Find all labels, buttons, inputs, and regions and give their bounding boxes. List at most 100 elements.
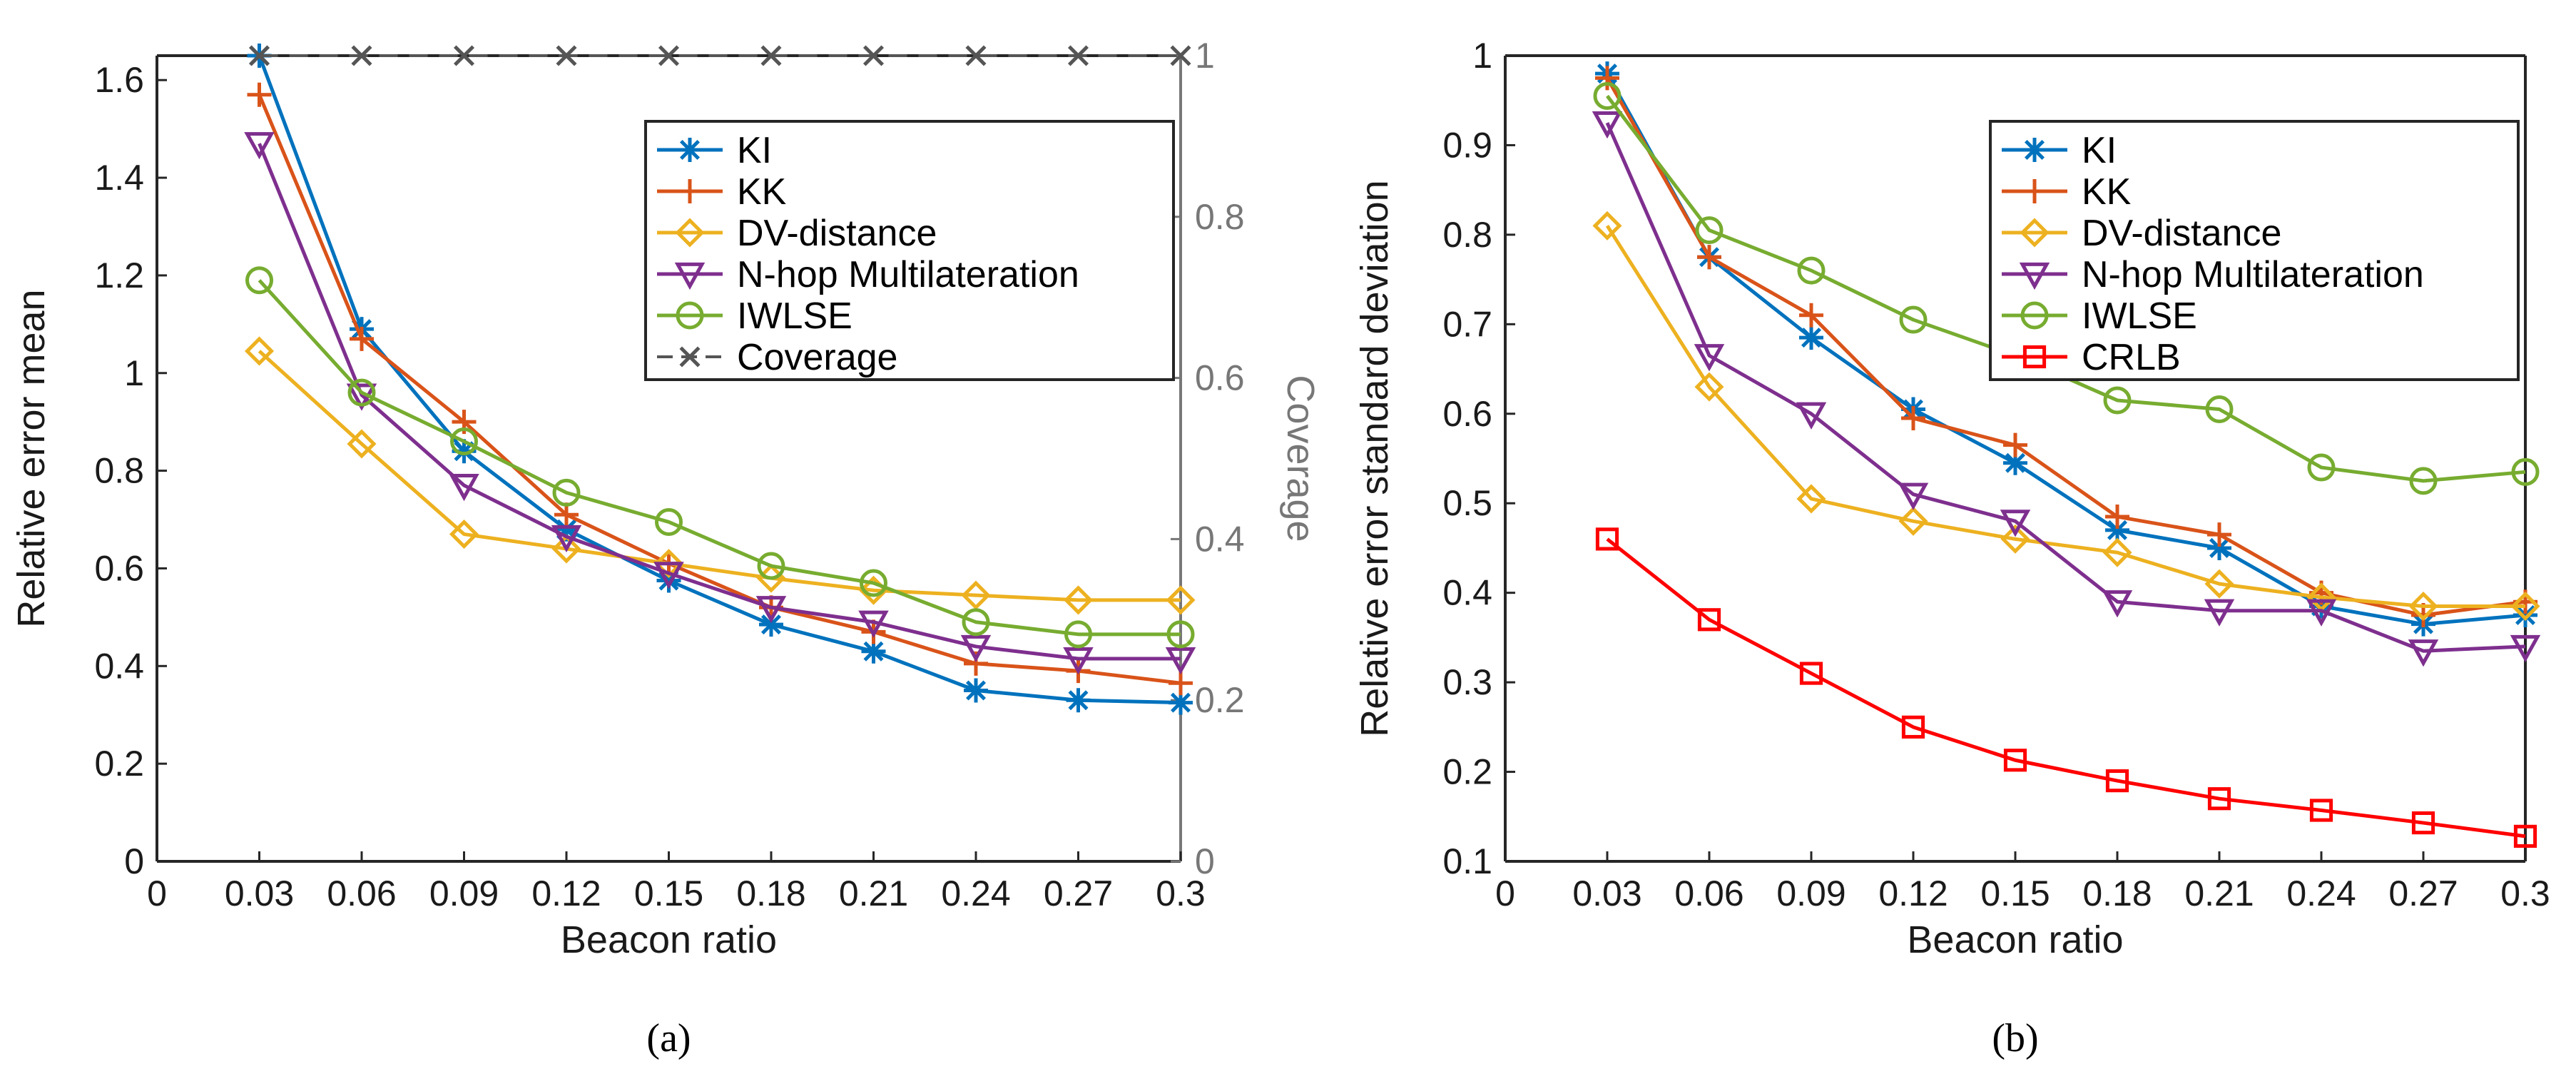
series-line	[1605, 225, 2525, 608]
data-point	[1898, 506, 1928, 536]
data-point	[347, 378, 376, 407]
series-n-hop-multilateration	[1592, 111, 2541, 667]
y-tick-label: 0.5	[1442, 483, 1492, 523]
legend-label: KK	[2082, 171, 2132, 213]
data-point	[965, 45, 987, 66]
legend-marker	[2019, 262, 2050, 290]
data-point	[1169, 690, 1193, 715]
y-tick-label: 0.9	[1442, 125, 1492, 165]
legend-label: Coverage	[737, 337, 897, 378]
data-point	[656, 568, 681, 593]
data-point	[449, 520, 479, 549]
legend-marker	[2022, 138, 2047, 162]
x-tick-label: 0.18	[2082, 873, 2152, 913]
y-tick-label: 0.4	[94, 646, 144, 686]
series-dv-distance	[244, 336, 1196, 615]
x-tick-label: 0	[1495, 873, 1515, 913]
x-axis-title: Beacon ratio	[1907, 918, 2123, 961]
series-crlb	[1595, 527, 2537, 848]
data-point	[2205, 395, 2234, 424]
x-tick-label: 0.03	[225, 873, 294, 913]
x-tick-label: 0.06	[1674, 873, 1743, 913]
data-point	[452, 439, 477, 464]
data-point	[551, 534, 581, 564]
y-tick-label: 1	[1472, 36, 1492, 76]
data-point	[2103, 386, 2132, 415]
data-point	[554, 517, 579, 542]
data-point	[1067, 45, 1089, 66]
series-line	[258, 350, 1181, 602]
data-point	[1063, 647, 1094, 675]
data-point	[347, 429, 377, 459]
data-point	[2207, 522, 2231, 547]
data-point	[449, 474, 479, 502]
y-tick-label: 0.6	[94, 548, 144, 588]
data-point	[1064, 620, 1092, 649]
legend-marker	[674, 262, 706, 290]
data-point	[2510, 591, 2540, 622]
data-point	[861, 639, 886, 664]
data-point	[453, 45, 475, 66]
data-point	[2003, 432, 2027, 457]
data-point	[1899, 305, 1928, 334]
data-point	[2207, 787, 2231, 811]
data-point	[1799, 325, 1823, 350]
data-point	[1169, 671, 1193, 696]
y-tick-label: 0.1	[1442, 841, 1492, 881]
series-line	[1605, 72, 2526, 627]
legend-label: CRLB	[2082, 337, 2181, 378]
y-tick-label: 0.2	[1442, 752, 1492, 792]
legend-marker	[678, 138, 702, 162]
x-tick-label: 0.21	[839, 873, 908, 913]
legend-marker	[676, 301, 704, 330]
data-point	[2513, 824, 2537, 848]
y-tick-label: 0.2	[94, 744, 144, 784]
x-tick-label: 0.21	[2184, 873, 2254, 913]
series-line	[1605, 77, 2526, 617]
x-tick-label: 0.24	[941, 873, 1010, 913]
y2-tick-label: 0.4	[1195, 519, 1245, 559]
series-line	[258, 143, 1181, 661]
x-tick-label: 0	[147, 873, 167, 913]
data-point	[653, 549, 684, 579]
series-coverage	[248, 45, 1191, 66]
data-point	[1901, 715, 1925, 739]
legend-label: DV-distance	[2082, 213, 2281, 254]
data-point	[1165, 647, 1196, 675]
data-point	[1697, 245, 1721, 270]
y-tick-label: 0.8	[1442, 215, 1492, 255]
data-point	[960, 634, 992, 663]
data-point	[961, 580, 991, 610]
data-point	[1166, 585, 1196, 615]
data-point	[2003, 749, 2027, 772]
x-tick-label: 0.15	[1980, 873, 2050, 913]
x-axis-title: Beacon ratio	[561, 918, 777, 961]
data-point	[1595, 527, 1619, 551]
y2-tick-label: 0	[1195, 841, 1215, 881]
data-point	[2204, 569, 2234, 599]
legend-box	[644, 120, 1175, 381]
data-point	[858, 610, 889, 638]
data-point	[2204, 599, 2235, 627]
x-tick-label: 0.18	[736, 873, 805, 913]
y-tick-label: 0.3	[1442, 662, 1492, 702]
data-point	[2510, 634, 2541, 663]
panel-b: 0 0.03 0.06 0.09 0.12 0.15 0.18 0.21 0.24 0.27 0.3…	[1353, 36, 2550, 1060]
data-point	[551, 525, 582, 553]
series-iwlse	[245, 266, 1195, 649]
data-point	[1799, 662, 1823, 685]
data-point	[1063, 585, 1094, 615]
x-tick-label: 0.09	[1776, 873, 1846, 913]
legend-label: IWLSE	[2082, 295, 2197, 337]
data-point	[1898, 482, 1929, 510]
panel-a: 0 0.03 0.06 0.09 0.12 0.15 0.18 0.21 0.24 0.27 0.3…	[10, 36, 1322, 1060]
data-point	[759, 612, 783, 637]
data-point	[755, 596, 787, 624]
data-point	[1592, 111, 1623, 139]
legend-label: N-hop Multilateration	[737, 254, 1079, 295]
x-tick-label: 0.15	[634, 873, 703, 913]
legend-box	[1989, 120, 2520, 381]
x-tick-label: 0.12	[1878, 873, 1948, 913]
data-point	[2105, 505, 2129, 530]
data-point	[1697, 608, 1721, 632]
